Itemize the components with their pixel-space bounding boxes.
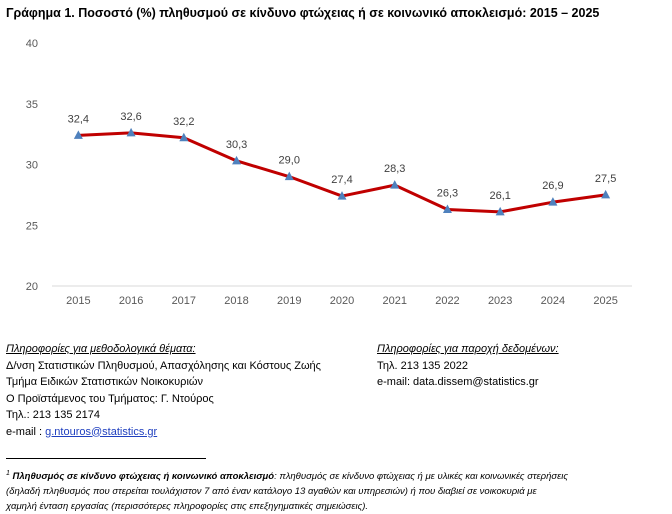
data-point	[284, 171, 294, 181]
x-tick-label: 2024	[541, 295, 565, 307]
x-tick-label: 2019	[277, 295, 301, 307]
x-tick-label: 2018	[224, 295, 248, 307]
info-email-prefix: e-mail :	[6, 425, 46, 438]
chart-title: Γράφημα 1. Ποσοστό (%) πληθυσμού σε κίνδ…	[6, 6, 600, 20]
data-point	[73, 130, 83, 139]
info-data-provision: Πληροφορίες για παροχή δεδομένων: Τηλ. 2…	[377, 341, 559, 391]
footnote-divider	[6, 458, 206, 459]
data-label: 28,3	[384, 163, 405, 175]
y-tick-label: 40	[26, 38, 38, 50]
x-tick-label: 2025	[593, 295, 617, 307]
x-axis-ticks: 2015 2016 2017 2018 2019 2020 2021 2022 2023 2024…	[66, 295, 618, 307]
x-tick-label: 2023	[488, 295, 512, 307]
data-point	[179, 132, 189, 142]
footnote-text-1: : πληθυσμός σε κίνδυνο φτώχειας ή με υλι…	[274, 471, 568, 483]
x-tick-label: 2016	[119, 295, 143, 307]
data-label: 27,4	[331, 174, 352, 186]
data-label: 29,0	[279, 155, 300, 167]
x-tick-label: 2017	[172, 295, 196, 307]
data-label: 32,6	[120, 111, 141, 123]
footnote-mark: 1	[6, 470, 10, 477]
footnote-term: Πληθυσμός σε κίνδυνο φτώχειας ή κοινωνικ…	[12, 471, 275, 483]
y-tick-label: 35	[26, 99, 38, 111]
footnote: 1 Πληθυσμός σε κίνδυνο φτώχειας ή κοινων…	[6, 466, 666, 514]
footnote-line-3: χαμηλή ένταση εργασίας (περισσότερες πλη…	[6, 501, 369, 513]
data-point	[601, 189, 611, 199]
info-department: Τμήμα Ειδικών Στατιστικών Νοικοκυριών	[6, 376, 203, 388]
x-tick-label: 2015	[66, 295, 90, 307]
info-methodology: Πληροφορίες για μεθοδολογικά θέματα: Δ/ν…	[6, 341, 321, 440]
info-data-email: e-mail: data.dissem@statistics.gr	[377, 376, 539, 388]
data-label: 26,1	[489, 190, 510, 202]
data-label: 27,5	[595, 173, 616, 185]
info-data-heading: Πληροφορίες για παροχή δεδομένων:	[377, 343, 559, 355]
data-point	[390, 180, 400, 189]
y-tick-label: 20	[26, 281, 38, 293]
info-head-of-department: Ο Προϊστάμενος του Τμήματος: Γ. Ντούρος	[6, 392, 214, 405]
data-label: 32,2	[173, 116, 194, 128]
info-data-phone: Τηλ. 213 135 2022	[377, 359, 468, 372]
data-point	[442, 204, 452, 213]
data-point	[495, 206, 505, 216]
x-tick-label: 2020	[330, 295, 354, 307]
data-point	[232, 155, 242, 165]
info-email-link[interactable]: g.ntouros@statistics.gr	[45, 425, 158, 438]
info-directorate: Δ/νση Στατιστικών Πληθυσμού, Απασχόλησης…	[6, 359, 321, 372]
data-point	[337, 191, 347, 200]
x-tick-label: 2022	[435, 295, 459, 307]
data-point	[126, 127, 136, 137]
data-label: 32,4	[68, 113, 89, 125]
info-email-row: e-mail : g.ntouros@statistics.gr	[6, 424, 321, 441]
series-line	[78, 131, 606, 214]
footnote-line-2: (δηλαδή πληθυσμός που στερείται τουλάχισ…	[6, 486, 537, 498]
footnote-line-1: 1 Πληθυσμός σε κίνδυνο φτώχειας ή κοινων…	[6, 466, 666, 484]
y-tick-label: 25	[26, 220, 38, 232]
data-label: 26,9	[542, 180, 563, 192]
x-tick-label: 2021	[382, 295, 406, 307]
data-label: 30,3	[226, 139, 247, 151]
info-phone: Τηλ.: 213 135 2174	[6, 409, 100, 421]
y-axis-ticks: 20 25 30 35 40	[26, 38, 38, 293]
y-tick-label: 30	[26, 160, 38, 172]
data-labels: 32,4 32,6 32,2 30,3 29,0 27,4 28,3 26,3 26,1 26,9…	[68, 111, 617, 202]
info-methodology-heading: Πληροφορίες για μεθοδολογικά θέματα:	[6, 343, 196, 355]
data-point	[548, 197, 558, 206]
data-label: 26,3	[437, 187, 458, 199]
data-markers	[73, 127, 611, 216]
